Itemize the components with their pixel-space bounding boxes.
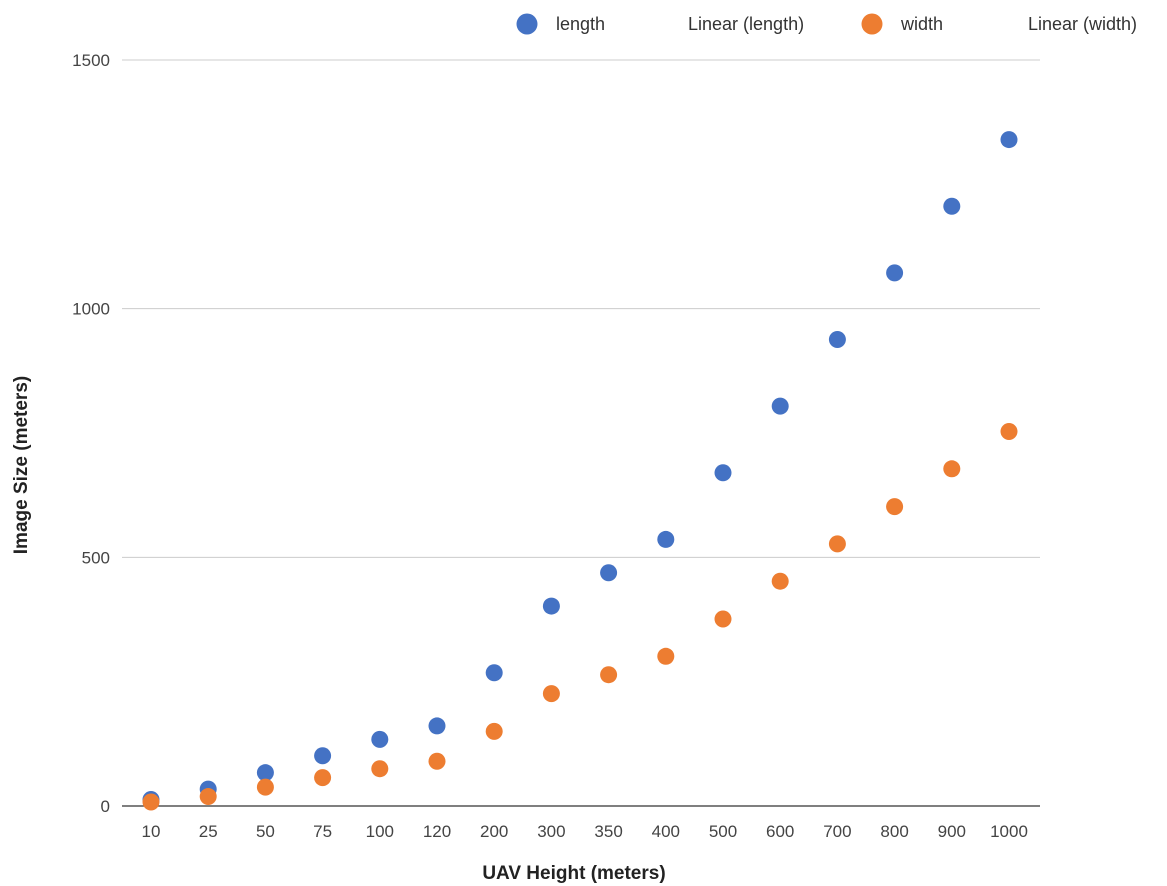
point-length[interactable] <box>771 397 789 415</box>
x-axis-ticks: 10 25 50 75 100 120 200 300 350 400 500 600 700 800 90… <box>142 822 1028 841</box>
legend-item-width[interactable]: width <box>861 13 944 35</box>
legend-marker-length <box>516 13 538 35</box>
x-tick-label: 200 <box>480 822 508 841</box>
point-length[interactable] <box>714 464 732 482</box>
legend: length Linear (length) width Linear (wid… <box>516 13 1137 35</box>
point-length[interactable] <box>828 331 846 349</box>
x-tick-label: 500 <box>709 822 737 841</box>
x-tick-label: 300 <box>537 822 565 841</box>
x-tick-label: 50 <box>256 822 275 841</box>
y-axis-title: Image Size (meters) <box>11 376 32 554</box>
point-width[interactable] <box>657 647 675 665</box>
x-tick-label: 1000 <box>990 822 1028 841</box>
point-length[interactable] <box>485 664 503 682</box>
point-width[interactable] <box>428 752 446 770</box>
data-points <box>142 131 1018 811</box>
point-width[interactable] <box>943 460 961 478</box>
x-tick-label: 100 <box>366 822 394 841</box>
point-length[interactable] <box>600 564 618 582</box>
point-width[interactable] <box>886 498 904 516</box>
point-width[interactable] <box>714 610 732 628</box>
y-tick-label: 0 <box>101 797 110 816</box>
point-length[interactable] <box>657 530 675 548</box>
point-width[interactable] <box>256 778 274 796</box>
point-width[interactable] <box>542 685 560 703</box>
point-length[interactable] <box>886 264 904 282</box>
point-length[interactable] <box>542 597 560 615</box>
point-width[interactable] <box>314 769 332 787</box>
y-axis-ticks: 0 500 1000 1500 <box>72 51 110 816</box>
x-tick-label: 75 <box>313 822 332 841</box>
point-width[interactable] <box>199 788 217 806</box>
gridlines <box>122 59 1040 558</box>
legend-label-linear-length: Linear (length) <box>688 14 804 34</box>
point-width[interactable] <box>142 793 160 811</box>
point-width[interactable] <box>371 760 389 778</box>
x-tick-label: 900 <box>938 822 966 841</box>
legend-marker-width <box>861 13 883 35</box>
legend-item-linear-width[interactable]: Linear (width) <box>1028 14 1137 34</box>
y-tick-label: 1000 <box>72 300 110 319</box>
x-tick-label: 800 <box>880 822 908 841</box>
legend-label-width: width <box>900 14 943 34</box>
point-length[interactable] <box>943 197 961 215</box>
y-tick-label: 1500 <box>72 51 110 70</box>
x-tick-label: 350 <box>594 822 622 841</box>
x-tick-label: 120 <box>423 822 451 841</box>
legend-label-length: length <box>556 14 605 34</box>
x-axis-title: UAV Height (meters) <box>482 863 665 884</box>
point-length[interactable] <box>428 717 446 735</box>
legend-item-length[interactable]: length <box>516 13 606 35</box>
x-tick-label: 400 <box>652 822 680 841</box>
point-length[interactable] <box>1000 131 1018 149</box>
point-length[interactable] <box>371 730 389 748</box>
y-tick-label: 500 <box>82 548 110 567</box>
x-tick-label: 25 <box>199 822 218 841</box>
series-length <box>142 131 1018 809</box>
point-length[interactable] <box>256 764 274 782</box>
x-tick-label: 10 <box>142 822 161 841</box>
point-width[interactable] <box>485 722 503 740</box>
point-width[interactable] <box>771 572 789 590</box>
point-width[interactable] <box>1000 423 1018 441</box>
point-width[interactable] <box>828 535 846 553</box>
series-width <box>142 423 1018 811</box>
x-tick-label: 600 <box>766 822 794 841</box>
point-width[interactable] <box>600 666 618 684</box>
legend-label-linear-width: Linear (width) <box>1028 14 1137 34</box>
point-length[interactable] <box>314 747 332 765</box>
x-tick-label: 700 <box>823 822 851 841</box>
legend-item-linear-length[interactable]: Linear (length) <box>688 14 804 34</box>
